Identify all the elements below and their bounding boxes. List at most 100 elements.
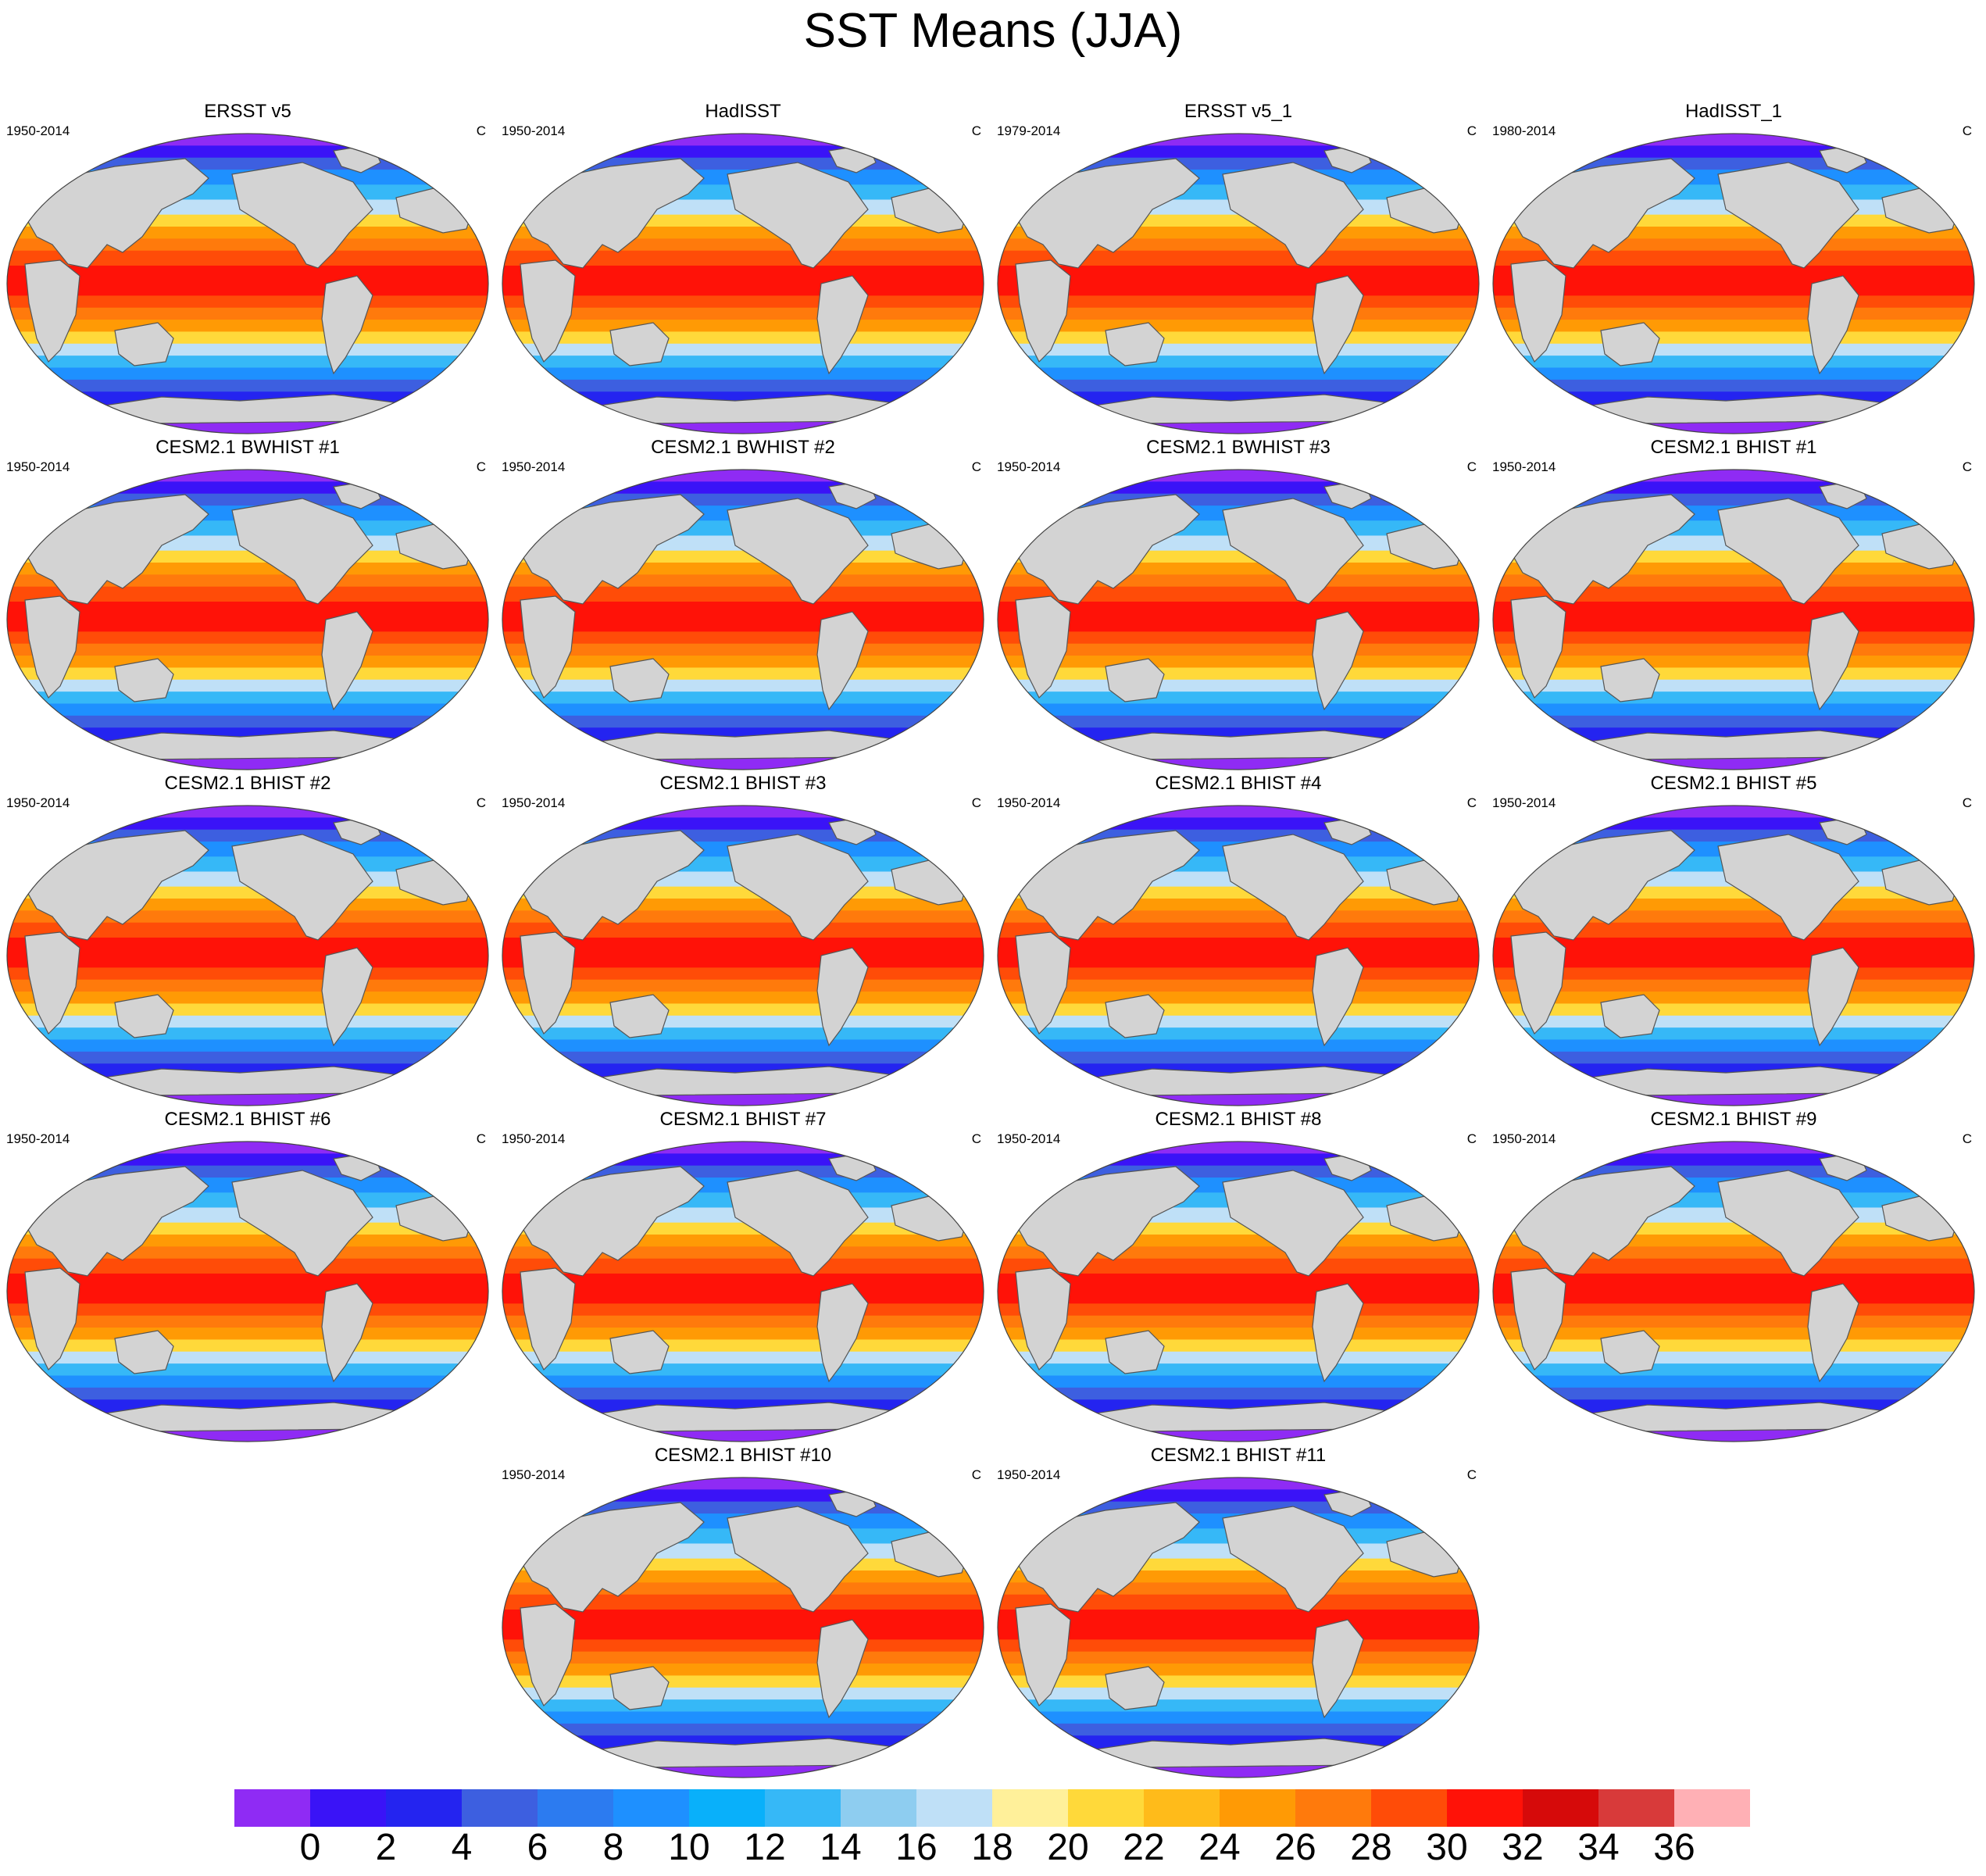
sst-band: [502, 1258, 984, 1274]
map-outline: [6, 805, 489, 1106]
sst-band: [502, 343, 984, 357]
colorbar-tick-label: 0: [299, 1827, 321, 1868]
sst-band: [998, 1351, 1479, 1365]
sst-band: [502, 817, 984, 831]
sst-band: [998, 1273, 1479, 1292]
map-panel: CESM2.1 BHIST #6 1950-2014 C: [0, 1108, 495, 1444]
map-outline: [1492, 1141, 1975, 1442]
sst-band: [998, 493, 1479, 507]
sst-band: [1493, 1375, 1974, 1388]
land-mass: [1222, 1506, 1364, 1613]
sst-band: [502, 703, 984, 716]
colorbar-swatch: [841, 1789, 917, 1827]
sst-band: [502, 1609, 984, 1628]
sst-band: [502, 1273, 984, 1292]
sst-band: [1493, 343, 1974, 357]
land-mass: [609, 1666, 670, 1710]
sst-band: [1493, 1015, 1974, 1029]
sst-band: [998, 1699, 1479, 1713]
sst-band: [502, 667, 984, 681]
panel-title: CESM2.1 BHIST #4: [1155, 773, 1322, 794]
map-outline: [1492, 133, 1975, 434]
sst-map: [1492, 133, 1975, 434]
sst-band: [502, 1687, 984, 1701]
colorbar-swatch: [1447, 1789, 1523, 1827]
sst-band: [502, 1478, 984, 1491]
panel-units: C: [971, 1467, 981, 1482]
sst-band: [998, 817, 1479, 831]
land-mass: [816, 275, 869, 375]
panel-units: C: [476, 123, 486, 138]
sst-band: [502, 1015, 984, 1029]
sst-band: [998, 715, 1479, 729]
sst-band: [502, 1628, 984, 1641]
map-panel: CESM2.1 BWHIST #2 1950-2014 C: [495, 436, 991, 772]
sst-band: [502, 134, 984, 147]
colorbar-swatch: [916, 1789, 993, 1827]
sst-band: [7, 265, 488, 284]
land-mass: [1222, 1170, 1364, 1277]
sst-band: [502, 631, 984, 645]
colorbar-tick-label: 30: [1426, 1827, 1468, 1868]
land-mass: [24, 595, 80, 699]
sst-band: [998, 829, 1479, 843]
sst-band: [998, 967, 1479, 981]
sst-band: [502, 1675, 984, 1688]
land-mass: [727, 1506, 869, 1613]
sst-band: [502, 1027, 984, 1041]
sst-band: [7, 1339, 488, 1353]
land-mass: [1506, 158, 1695, 269]
sst-band: [7, 470, 488, 483]
sst-band: [1493, 817, 1974, 831]
colorbar-tick-label: 22: [1123, 1827, 1165, 1868]
sst-band: [502, 481, 984, 495]
sst-band: [1493, 631, 1974, 645]
land-mass: [1222, 498, 1364, 605]
map-panel: CESM2.1 BHIST #3 1950-2014 C: [495, 772, 991, 1108]
colorbar-tick-label: 14: [820, 1827, 862, 1868]
map-outline: [502, 1477, 984, 1778]
colorbar-tick-label: 12: [744, 1827, 786, 1868]
sst-band: [998, 157, 1479, 171]
land-mass: [1600, 994, 1660, 1038]
colorbar-swatch: [992, 1789, 1069, 1827]
land-mass: [1717, 498, 1859, 605]
sst-band: [1493, 295, 1974, 309]
sst-band: [7, 691, 488, 705]
map-panel: ERSST v5_1 1979-2014 C: [991, 100, 1486, 436]
land-mass: [1807, 1283, 1859, 1383]
sst-band: [1493, 715, 1974, 729]
sst-band: [502, 1723, 984, 1737]
sst-band: [7, 1303, 488, 1317]
land-mass: [516, 494, 705, 605]
sst-band: [502, 1711, 984, 1724]
sst-band: [502, 493, 984, 507]
map-panel: CESM2.1 BHIST #8 1950-2014 C: [991, 1108, 1486, 1444]
panel-title: CESM2.1 BHIST #8: [1155, 1109, 1322, 1130]
map-outline: [997, 805, 1480, 1106]
sst-band: [998, 145, 1479, 159]
sst-band: [1493, 1327, 1974, 1341]
sst-band: [7, 937, 488, 956]
sst-band: [1493, 1165, 1974, 1179]
land-mass: [20, 1166, 209, 1277]
land-mass: [1600, 1330, 1660, 1374]
land-mass: [516, 1166, 705, 1277]
land-mass: [1015, 259, 1071, 363]
sst-band: [998, 956, 1479, 969]
sst-band: [7, 1351, 488, 1365]
sst-band: [998, 1292, 1479, 1305]
colorbar-swatch: [462, 1789, 538, 1827]
map-panel: CESM2.1 BHIST #1 1950-2014 C: [1486, 436, 1981, 772]
sst-band: [502, 1315, 984, 1329]
sst-band: [502, 1003, 984, 1017]
sst-band: [502, 1339, 984, 1353]
panel-title: CESM2.1 BHIST #11: [1150, 1445, 1327, 1466]
panel-units: C: [476, 459, 486, 474]
sst-band: [1493, 1153, 1974, 1167]
colorbar-swatch: [1144, 1789, 1220, 1827]
sst-band: [502, 470, 984, 483]
map-panel: CESM2.1 BHIST #9 1950-2014 C: [1486, 1108, 1981, 1444]
sst-band: [998, 1639, 1479, 1653]
map-outline: [502, 1141, 984, 1442]
